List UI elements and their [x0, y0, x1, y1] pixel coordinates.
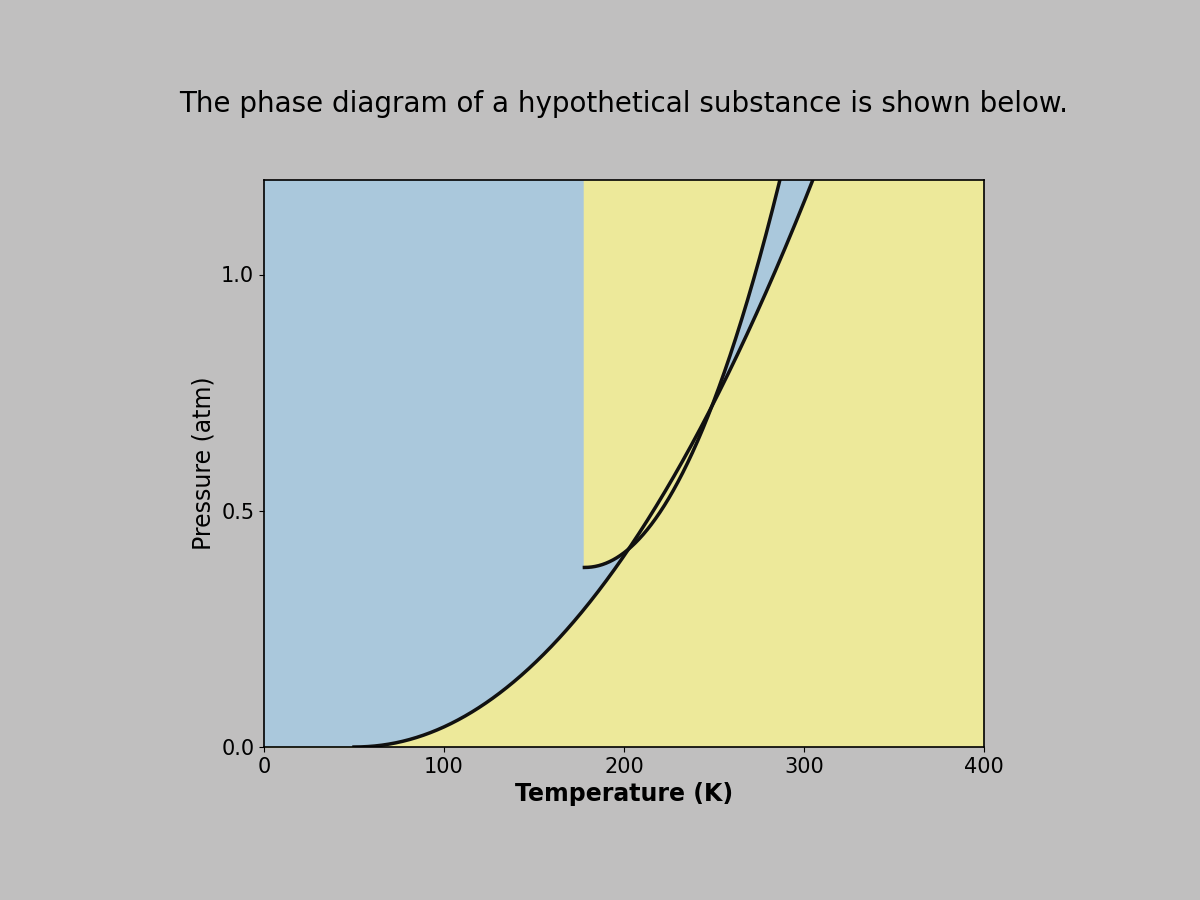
- X-axis label: Temperature (K): Temperature (K): [515, 782, 733, 806]
- Y-axis label: Pressure (atm): Pressure (atm): [192, 377, 216, 550]
- Text: The phase diagram of a hypothetical substance is shown below.: The phase diagram of a hypothetical subs…: [180, 90, 1068, 118]
